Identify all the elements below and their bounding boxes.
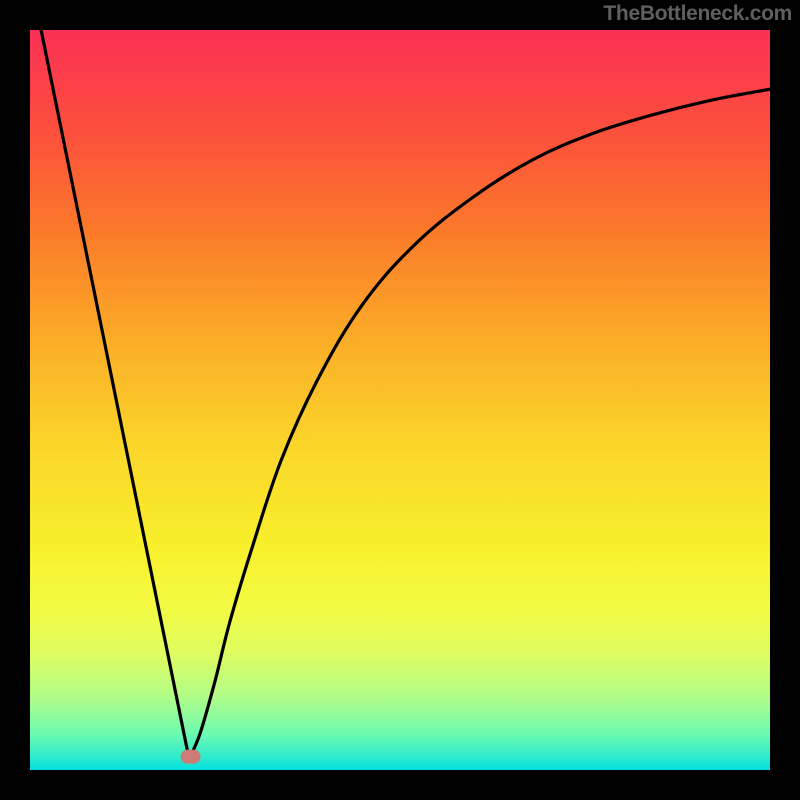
watermark-text: TheBottleneck.com — [603, 2, 792, 26]
figure-container: TheBottleneck.com — [0, 0, 800, 800]
optimal-marker — [181, 750, 201, 764]
chart-svg — [0, 0, 800, 800]
plot-background — [30, 30, 770, 770]
